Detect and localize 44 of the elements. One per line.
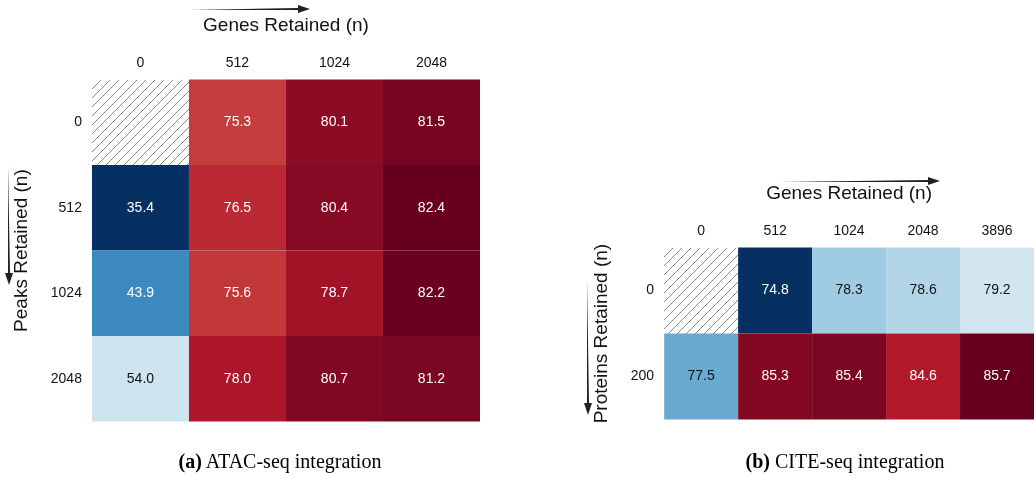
y-tick-label: 2048 — [50, 369, 83, 386]
text: (a) ATAC-seq integration — [177, 450, 383, 473]
y-tick-label: 200 — [630, 367, 655, 384]
data-label: 35.4 — [126, 198, 155, 215]
data-label: 82.4 — [417, 198, 446, 215]
data-label: 85.3 — [761, 367, 789, 384]
y-tick-label: 0 — [74, 113, 83, 130]
x-tick-label: 2048 — [415, 54, 448, 71]
data-label: 80.4 — [320, 198, 349, 215]
x-tick-label: 3896 — [981, 222, 1013, 239]
y-axis-title: Proteins Retained (n) — [589, 243, 611, 424]
y-axis-title: Peaks Retained (n) — [9, 169, 31, 332]
data-label: 85.4 — [835, 367, 863, 384]
data-label: 82.2 — [417, 284, 446, 301]
data-label: 75.6 — [223, 284, 252, 301]
data-label: 74.8 — [761, 281, 789, 298]
y-tick-label: 1024 — [50, 284, 83, 301]
data-label: 78.7 — [320, 284, 349, 301]
data-label: 77.5 — [687, 367, 715, 384]
x-tick-label: 0 — [697, 222, 706, 239]
x-tick-label: 512 — [763, 222, 787, 239]
data-label: 80.1 — [320, 113, 349, 130]
data-label: 76.5 — [223, 198, 252, 215]
x-tick-label: 0 — [136, 54, 145, 71]
data-label: 84.6 — [909, 367, 937, 384]
data-label: 81.2 — [417, 369, 446, 386]
data-label: 81.5 — [417, 113, 446, 130]
data-label: 78.6 — [909, 281, 937, 298]
data-label: 43.9 — [126, 284, 155, 301]
data-label: 75.3 — [223, 113, 252, 130]
text: (b) CITE-seq integration — [744, 450, 946, 473]
x-tick-label: 1024 — [833, 222, 865, 239]
data-label: 78.0 — [223, 369, 252, 386]
data-label: 79.2 — [983, 281, 1011, 298]
x-axis-title: Genes Retained (n) — [766, 181, 932, 203]
x-tick-label: 1024 — [318, 54, 351, 71]
data-label: 54.0 — [126, 369, 155, 386]
data-label: 80.7 — [320, 369, 349, 386]
x-axis-title: Genes Retained (n) — [203, 13, 369, 35]
y-tick-label: 512 — [58, 198, 83, 215]
x-tick-label: 2048 — [907, 222, 939, 239]
data-label: 85.7 — [983, 367, 1011, 384]
x-tick-label: 512 — [225, 54, 250, 71]
data-label: 78.3 — [835, 281, 863, 298]
